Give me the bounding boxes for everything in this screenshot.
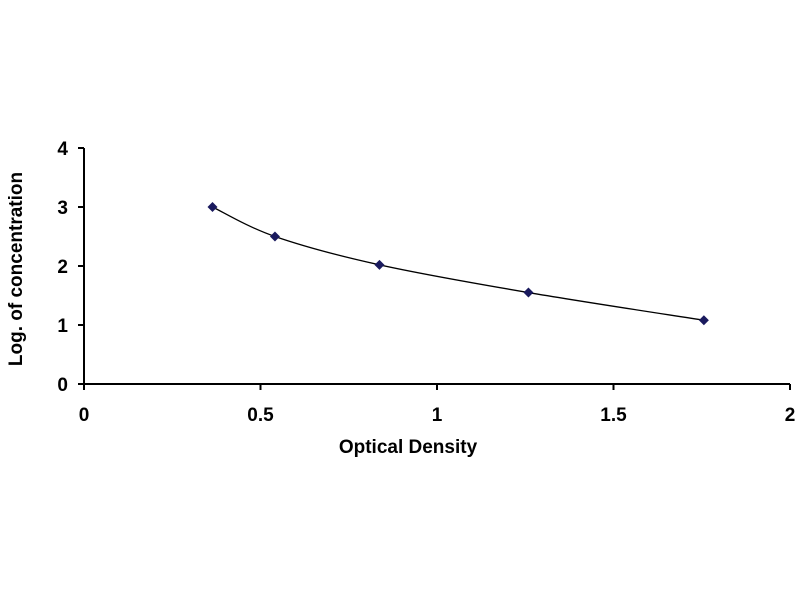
- x-tick-label: 1: [432, 405, 443, 426]
- y-tick-label: 4: [57, 139, 68, 160]
- y-tick-label: 1: [57, 316, 68, 337]
- axes: [83, 148, 790, 385]
- data-points: [207, 202, 709, 326]
- data-point: [523, 287, 534, 298]
- data-point: [207, 202, 218, 212]
- ticks: 0 0.5 1 1.5 2 0 1 2 3 4: [57, 139, 795, 426]
- y-tick-label: 3: [57, 198, 68, 219]
- trend-curve: [212, 206, 704, 321]
- x-tick-label: 0: [79, 405, 90, 426]
- x-axis-title: Optical Density: [339, 437, 478, 458]
- y-tick-label: 2: [57, 257, 68, 278]
- x-tick-label: 0.5: [247, 405, 274, 426]
- x-tick-label: 1.5: [600, 405, 627, 426]
- data-point: [269, 231, 280, 242]
- data-point: [374, 259, 385, 270]
- y-tick-label: 0: [57, 375, 68, 396]
- y-axis-title: Log. of concentration: [6, 172, 27, 366]
- x-tick-label: 2: [785, 405, 796, 426]
- trend-curve-group: [212, 206, 704, 321]
- data-point: [698, 315, 709, 326]
